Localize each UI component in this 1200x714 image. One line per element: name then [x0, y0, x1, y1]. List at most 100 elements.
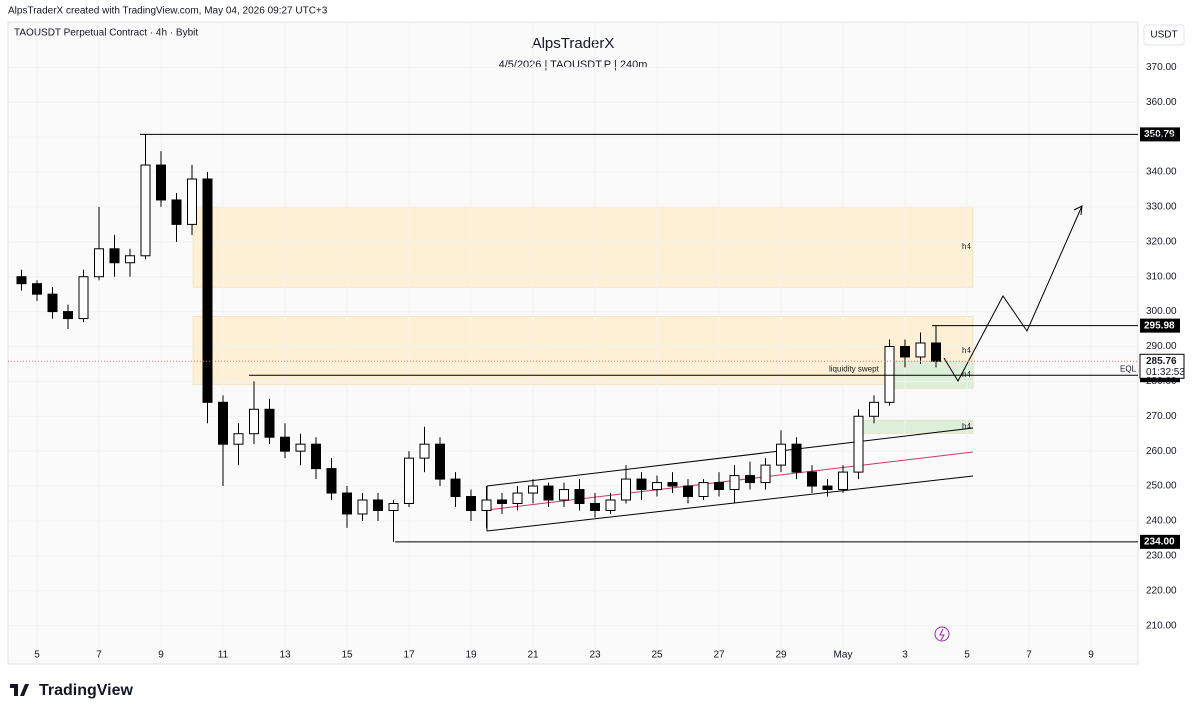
current-price: 285.76	[1146, 356, 1177, 367]
candle-body	[388, 503, 399, 511]
candle-body	[590, 503, 600, 511]
candle-body	[838, 471, 848, 491]
logo-mark	[10, 684, 29, 696]
candle-body	[574, 489, 585, 505]
x-tick-label: 9	[158, 650, 164, 661]
candle-body	[497, 499, 507, 504]
y-tick-label: 360.00	[1146, 97, 1177, 108]
candle-body	[652, 482, 662, 491]
grid	[8, 22, 1138, 664]
candle-body	[791, 443, 802, 473]
x-tick-label: 13	[279, 650, 291, 661]
sweep-label: liquidity swept	[829, 364, 880, 373]
candle-body	[187, 178, 197, 225]
x-tick-label: 27	[713, 650, 725, 661]
candle-body	[466, 496, 476, 511]
x-tick-label: 15	[341, 650, 353, 661]
y-tick-label: 310.00	[1146, 271, 1177, 282]
logo: TradingView	[10, 682, 134, 699]
symbol: TAOUSDT Perpetual Contract · 4h · Bybit	[14, 28, 198, 39]
candle-body	[450, 478, 461, 498]
candle-body	[745, 475, 755, 484]
current-price-tag	[1139, 353, 1185, 379]
y-tick-label: 330.00	[1146, 202, 1177, 213]
candle-body	[667, 482, 678, 487]
candle-body	[714, 482, 724, 491]
y-tick-label: 240.00	[1146, 516, 1177, 527]
x-tick-label: 7	[96, 650, 102, 661]
candle-body	[884, 345, 895, 403]
y-tick-label: 340.00	[1146, 167, 1177, 178]
x-tick-label: May	[834, 650, 853, 661]
candle-body	[729, 475, 740, 491]
countdown: 01:32:53	[1146, 367, 1185, 378]
candle-body	[435, 443, 445, 480]
brand: TradingView	[39, 682, 134, 699]
candle-body	[326, 468, 337, 494]
currency-box	[1143, 24, 1185, 46]
candle-body	[853, 415, 864, 473]
candle-body	[125, 255, 135, 264]
x-tick-label: 11	[218, 650, 229, 661]
y-tick-label: 230.00	[1146, 550, 1177, 561]
zone	[859, 419, 974, 434]
y-tick-label: 370.00	[1146, 62, 1177, 73]
candle-body	[32, 283, 42, 295]
candle-body	[202, 178, 213, 403]
y-tick-label: 260.00	[1146, 446, 1177, 457]
y-tick-label: 250.00	[1146, 481, 1177, 492]
candle-body	[295, 443, 306, 452]
x-tick-label: 29	[775, 650, 787, 661]
zone	[192, 316, 974, 386]
candle-body	[559, 489, 569, 501]
candle-body	[760, 464, 771, 484]
y-tick-label: 320.00	[1146, 236, 1177, 247]
candle-body	[249, 408, 259, 435]
candle-body	[683, 485, 693, 498]
candle-body	[264, 408, 275, 438]
candle-body	[543, 485, 554, 501]
y-tick-label: 350.00	[1146, 132, 1177, 143]
x-tick-label: 9	[1088, 650, 1094, 661]
levels: 350.79295.98281.77234.00285.7601:32:53li…	[8, 127, 1185, 549]
y-tick-label: 300.00	[1146, 306, 1177, 317]
x-tick-label: 5	[34, 650, 40, 661]
alert-bolt	[939, 628, 945, 641]
projection-arrow	[1073, 205, 1083, 216]
x-tick-label: 19	[465, 650, 477, 661]
candle-body	[931, 342, 941, 362]
y-tick-label: 210.00	[1146, 620, 1177, 631]
candle-body	[528, 485, 538, 494]
candle-body	[94, 248, 104, 278]
zone	[192, 206, 974, 288]
candle-body	[140, 164, 151, 257]
candle-body	[171, 199, 182, 225]
chart-subtitle: 4/5/2026 | TAOUSDT.P | 240m	[499, 59, 648, 71]
candle-body	[605, 499, 616, 511]
candle-body	[404, 457, 414, 504]
level-label: 350.79	[1144, 129, 1175, 140]
byline: AlpsTraderX created with TradingView.com…	[8, 6, 328, 17]
candle-body	[481, 499, 492, 511]
candle-body	[512, 492, 523, 505]
x-tick-label: 3	[902, 650, 908, 661]
alert-icon	[934, 626, 950, 642]
candle-body	[233, 433, 244, 445]
level-tag	[1140, 534, 1180, 549]
candle-body	[636, 478, 647, 491]
level-tag	[1140, 318, 1180, 333]
candle-body	[373, 499, 383, 511]
channel-bottom	[486, 475, 974, 532]
candle-body	[698, 482, 709, 498]
currency: USDT	[1150, 30, 1177, 41]
candle-body	[776, 443, 786, 466]
x-tick-label: 17	[403, 650, 415, 661]
candle-body	[218, 401, 228, 445]
candle-body	[342, 492, 352, 515]
candle-body	[357, 499, 368, 515]
candles	[16, 134, 941, 542]
candle-body	[807, 471, 817, 487]
candle-body	[109, 248, 120, 264]
x-tick-label: 7	[1026, 650, 1032, 661]
